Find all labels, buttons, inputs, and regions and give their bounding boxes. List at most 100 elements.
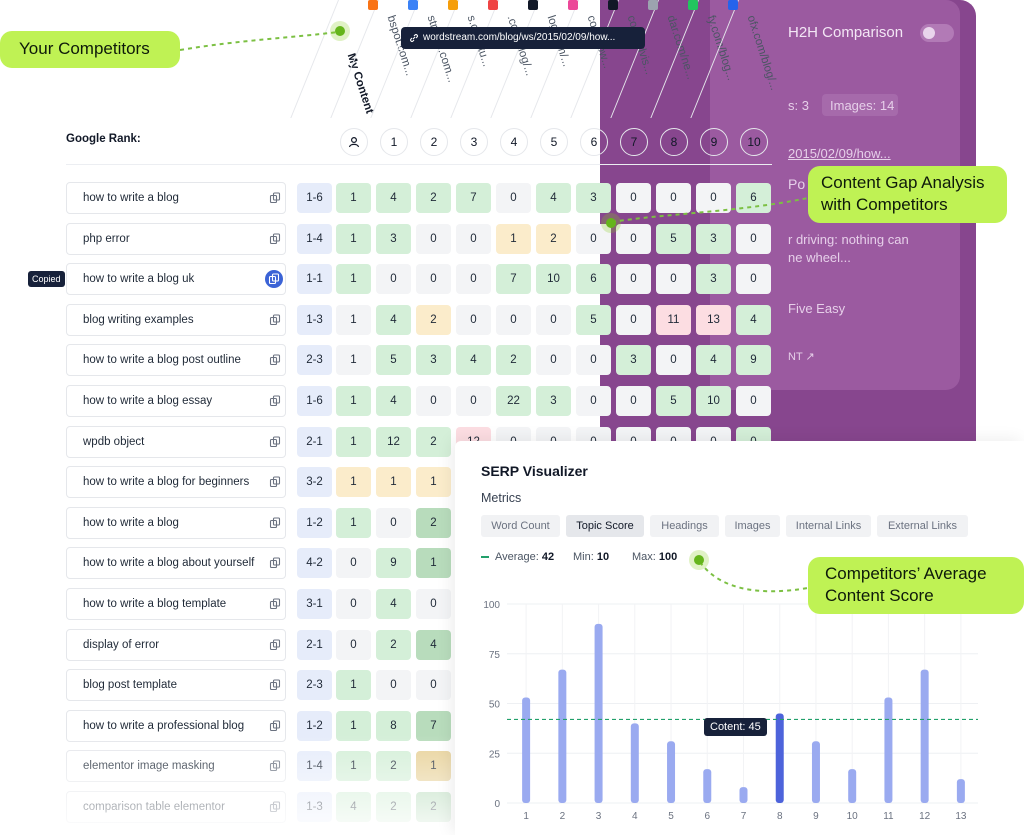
topic-score-bar[interactable] — [739, 787, 748, 803]
copy-icon[interactable] — [269, 395, 281, 407]
average-marker-dot — [689, 550, 709, 570]
copy-icon[interactable] — [269, 679, 281, 691]
y-tick-label: 100 — [483, 600, 500, 611]
topic-score-bar[interactable] — [667, 741, 676, 803]
keyword-row[interactable]: how to write a professional blog — [66, 709, 286, 742]
copy-icon[interactable] — [269, 476, 281, 488]
topic-score-bar[interactable] — [920, 669, 929, 803]
copy-icon[interactable] — [269, 639, 281, 651]
topic-score-bar[interactable] — [558, 669, 567, 803]
keyword-row[interactable]: how to write a blog — [66, 506, 286, 539]
keyword-count-cell: 1 — [336, 670, 371, 701]
keyword-count-cell: 0 — [376, 670, 411, 701]
topic-score-bar[interactable] — [775, 713, 784, 803]
topic-score-bar[interactable] — [848, 769, 857, 803]
keyword-row[interactable]: how to write a blog uk — [66, 263, 286, 296]
topic-score-bar[interactable] — [956, 779, 965, 803]
your-competitors-text: Your Competitors — [19, 39, 150, 58]
h2h-url[interactable]: 2015/02/09/how... — [788, 146, 891, 161]
user-icon — [340, 128, 368, 156]
keyword-row[interactable]: how to write a blog post outline — [66, 344, 286, 377]
copy-icon[interactable] — [265, 270, 283, 289]
keyword-count-cell: 0 — [736, 223, 771, 254]
rank-range-cell: 3-2 — [297, 467, 332, 498]
x-tick-label: 7 — [741, 811, 747, 822]
copy-icon[interactable] — [269, 436, 281, 448]
keyword-row[interactable]: how to write a blog for beginners — [66, 466, 286, 499]
keyword-count-cell: 0 — [456, 223, 491, 254]
keyword-count-cell: 2 — [376, 751, 411, 782]
topic-score-bar[interactable] — [811, 741, 820, 803]
y-tick-label: 25 — [489, 749, 501, 760]
keyword-text: how to write a blog — [83, 192, 179, 204]
keyword-count-cell: 0 — [336, 629, 371, 660]
keyword-count-cell: 2 — [376, 792, 411, 822]
keyword-count-cell: 4 — [376, 386, 411, 416]
h2h-link[interactable]: NT ↗ — [788, 351, 815, 363]
keyword-count-cell: 1 — [336, 264, 371, 295]
metric-tab-word-count[interactable]: Word Count — [481, 515, 560, 537]
url-tooltip: wordstream.com/blog/ws/2015/02/09/how... — [401, 27, 645, 49]
keyword-row[interactable]: how to write a blog essay — [66, 385, 286, 417]
average-stat: Average: 42 — [495, 551, 554, 563]
keyword-row[interactable]: php error — [66, 222, 286, 255]
copy-icon[interactable] — [269, 192, 281, 204]
metric-tab-headings[interactable]: Headings — [650, 515, 719, 537]
metric-tab-external-links[interactable]: External Links — [877, 515, 968, 537]
keyword-text: how to write a professional blog — [83, 719, 245, 732]
rank-range-cell: 2-1 — [297, 629, 332, 660]
copy-icon[interactable] — [269, 720, 281, 732]
keyword-count-cell: 0 — [416, 670, 451, 701]
keyword-row[interactable]: wpdb object — [66, 425, 286, 458]
copy-icon[interactable] — [269, 314, 281, 326]
copy-icon[interactable] — [269, 233, 281, 245]
topic-score-bar[interactable] — [630, 723, 639, 803]
keyword-count-cell: 0 — [616, 386, 651, 416]
keyword-row[interactable]: comparison table elementor — [66, 791, 286, 823]
topic-score-bar[interactable] — [884, 697, 893, 803]
competitor-url-label[interactable]: ofx.com/blog/... — [744, 14, 781, 92]
keyword-row[interactable]: how to write a blog — [66, 182, 286, 214]
copy-icon[interactable] — [269, 517, 281, 529]
keyword-count-cell: 13 — [696, 304, 731, 335]
keyword-row[interactable]: blog writing examples — [66, 303, 286, 336]
average-score-line2: Content Score — [825, 586, 934, 605]
keyword-count-cell: 1 — [336, 710, 371, 741]
topic-score-bar[interactable] — [594, 623, 603, 803]
keyword-row[interactable]: elementor image masking — [66, 750, 286, 783]
copy-icon[interactable] — [269, 598, 281, 610]
keyword-row[interactable]: blog post template — [66, 669, 286, 702]
keyword-count-cell: 1 — [496, 223, 531, 254]
my-content-column-label[interactable]: My Content — [344, 52, 376, 116]
keyword-text: how to write a blog uk — [83, 273, 195, 286]
competitor-favicon-icon — [688, 0, 698, 10]
keyword-text: elementor image masking — [83, 760, 215, 773]
content-gap-line2: with Competitors — [821, 195, 948, 214]
keyword-count-cell: 4 — [376, 589, 411, 619]
keyword-count-cell: 0 — [696, 183, 731, 213]
y-tick-label: 75 — [489, 650, 501, 661]
copy-icon[interactable] — [269, 354, 281, 366]
topic-score-bar[interactable] — [703, 769, 712, 803]
keyword-count-cell: 1 — [416, 467, 451, 498]
topic-score-bar[interactable] — [522, 697, 531, 803]
h2h-toggle[interactable] — [920, 24, 954, 42]
keyword-row[interactable]: display of error — [66, 628, 286, 661]
keyword-count-cell: 2 — [376, 629, 411, 660]
keyword-row[interactable]: how to write a blog about yourself — [66, 547, 286, 580]
metric-tab-images[interactable]: Images — [725, 515, 780, 537]
max-label: Max: — [632, 551, 656, 563]
keyword-count-cell: 0 — [416, 589, 451, 619]
keyword-row[interactable]: how to write a blog template — [66, 588, 286, 620]
copy-icon[interactable] — [269, 760, 281, 772]
google-rank-header: Google Rank: 1 2 3 4 5 6 7 8 9 10 — [66, 128, 776, 156]
copy-icon[interactable] — [269, 801, 281, 813]
metric-tab-topic-score[interactable]: Topic Score — [566, 515, 644, 537]
copy-icon[interactable] — [269, 557, 281, 569]
rank-number: 10 — [740, 128, 768, 156]
keyword-count-cell: 5 — [376, 345, 411, 376]
keyword-text: blog writing examples — [83, 313, 194, 326]
keyword-count-cell: 9 — [736, 345, 771, 376]
metric-tab-internal-links[interactable]: Internal Links — [786, 515, 871, 537]
keyword-count-cell: 0 — [376, 507, 411, 538]
